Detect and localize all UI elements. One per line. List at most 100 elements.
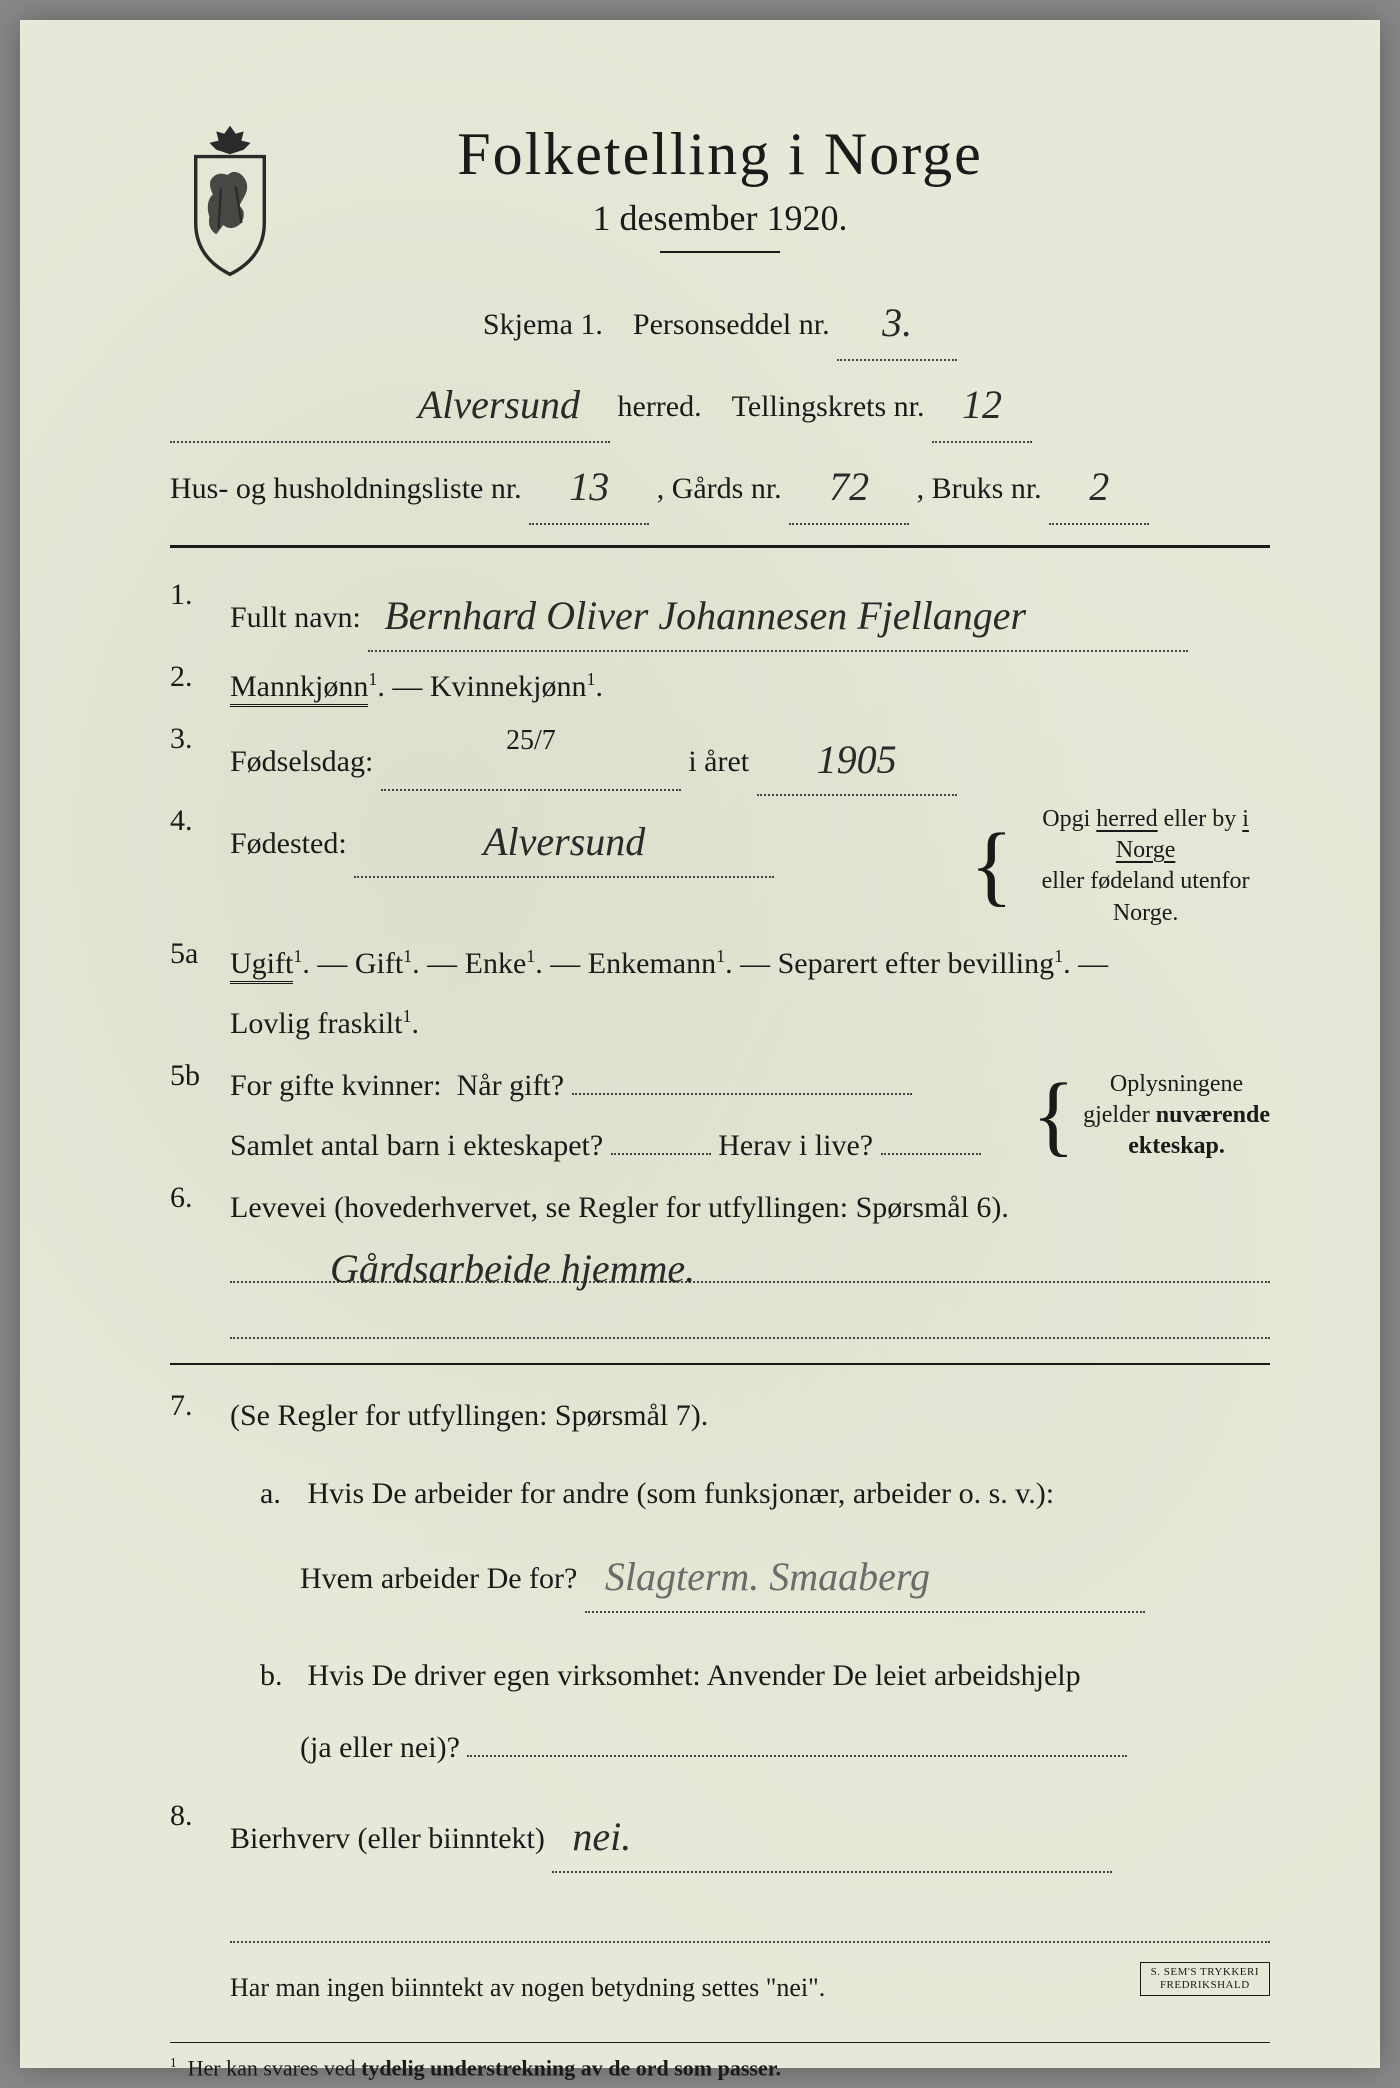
- q8-field: nei.: [552, 1799, 1112, 1873]
- gards-field: 72: [789, 447, 909, 525]
- gards-label: , Gårds nr.: [657, 472, 782, 505]
- q5b-q2-field: [611, 1153, 711, 1155]
- gards-nr: 72: [829, 449, 869, 525]
- hus-field: 13: [529, 447, 649, 525]
- q2-mann: Mannkjønn: [230, 670, 368, 707]
- bruks-field: 2: [1049, 447, 1149, 525]
- census-form-page: Folketelling i Norge 1 desember 1920. Sk…: [20, 20, 1380, 2068]
- q4-value: Alversund: [483, 806, 645, 878]
- q4-row: 4. Fødested: Alversund { Opgi herred ell…: [170, 804, 1270, 929]
- q1-value: Bernhard Oliver Johannesen Fjellanger: [384, 580, 1026, 652]
- q3-year-field: 1905: [757, 722, 957, 796]
- q4-note: { Opgi herred eller by i Norge eller fød…: [970, 804, 1270, 929]
- q5a-opt-4: Separert efter bevilling: [778, 947, 1055, 980]
- q8-field-2: [230, 1903, 1270, 1943]
- q5b-row: 5b For gifte kvinner: Når gift? Samlet a…: [170, 1059, 1270, 1173]
- tellingskrets-label: Tellingskrets nr.: [732, 390, 925, 423]
- herred-value: Alversund: [418, 367, 580, 443]
- q5b-num: 5b: [170, 1059, 230, 1173]
- q3-content: Fødselsdag: 25/7 i året 1905: [230, 722, 1270, 796]
- q5a-opt-2: Enke: [465, 947, 527, 980]
- q8-content: Bierhverv (eller biinntekt) nei.: [230, 1799, 1270, 1873]
- tellingskrets-field: 12: [932, 365, 1032, 443]
- q7-row: 7. (Se Regler for utfyllingen: Spørsmål …: [170, 1389, 1270, 1775]
- hus-line: Hus- og husholdningsliste nr. 13 , Gårds…: [170, 447, 1270, 525]
- q4-content: Fødested: Alversund { Opgi herred eller …: [230, 804, 1270, 929]
- subtitle-date: 1 desember 1920.: [170, 197, 1270, 239]
- q7b-letter: b.: [260, 1649, 300, 1703]
- q5a-opt-0: Ugift: [230, 947, 293, 984]
- form-header: Folketelling i Norge 1 desember 1920.: [170, 120, 1270, 253]
- q5a-num: 5a: [170, 937, 230, 1051]
- q4-label: Fødested:: [230, 827, 347, 860]
- q3-day-field: 25/7: [381, 735, 681, 791]
- q2-sup1: 1: [368, 669, 377, 689]
- herred-label: herred.: [618, 390, 702, 423]
- q1-row: 1. Fullt navn: Bernhard Oliver Johannese…: [170, 578, 1270, 652]
- footnote-block: 1 Her kan svares ved tydelig understrekn…: [170, 2042, 1270, 2081]
- q1-num: 1.: [170, 578, 230, 652]
- q6-field: Gårdsarbeide hjemme.: [230, 1243, 1270, 1283]
- q8-value: nei.: [572, 1801, 631, 1873]
- q5a-content: Ugift1. — Gift1. — Enke1. — Enkemann1. —…: [230, 937, 1270, 1051]
- q5a-opt-3: Enkemann: [588, 947, 716, 980]
- tellingskrets-nr: 12: [962, 367, 1002, 443]
- q6-label: Levevei (hovederhvervet, se Regler for u…: [230, 1191, 1009, 1224]
- q2-sup2: 1: [586, 669, 595, 689]
- q5b-note: { Oplysningene gjelder nuværende ekteska…: [1032, 1059, 1270, 1173]
- footnote-marker: 1: [170, 2055, 177, 2070]
- q5b-q3-field: [881, 1153, 981, 1155]
- q5a-row: 5a Ugift1. — Gift1. — Enke1. — Enkemann1…: [170, 937, 1270, 1051]
- q1-content: Fullt navn: Bernhard Oliver Johannesen F…: [230, 578, 1270, 652]
- q3-year: 1905: [817, 724, 897, 796]
- q6-num: 6.: [170, 1181, 230, 1235]
- printer-mark: S. SEM'S TRYKKERI FREDRIKSHALD: [1140, 1962, 1270, 1996]
- q7-content: (Se Regler for utfyllingen: Spørsmål 7).…: [230, 1389, 1270, 1775]
- printer-l1: S. SEM'S TRYKKERI: [1151, 1966, 1259, 1979]
- brace-icon: {: [1032, 1089, 1075, 1143]
- printer-l2: FREDRIKSHALD: [1151, 1979, 1259, 1992]
- personseddel-nr-field: 3.: [837, 283, 957, 361]
- q5a-opt-5: Lovlig fraskilt: [230, 1007, 402, 1040]
- q5b-note-l1: Oplysningene: [1110, 1071, 1243, 1097]
- q7b-l2: (ja eller nei)?: [300, 1731, 460, 1764]
- tail-note: Har man ingen biinntekt av nogen betydni…: [230, 1963, 1270, 2012]
- q4-note-l2: eller fødeland utenfor Norge.: [1042, 868, 1250, 925]
- q7a-value: Slagterm. Smaaberg: [605, 1541, 930, 1613]
- q6-value: Gårdsarbeide hjemme.: [330, 1245, 695, 1292]
- q5b-q1: Når gift?: [457, 1069, 564, 1102]
- footnote-rule: [170, 2042, 1270, 2043]
- q1-label: Fullt navn:: [230, 601, 361, 634]
- q5b-label: For gifte kvinner:: [230, 1069, 442, 1102]
- q5b-content: For gifte kvinner: Når gift? Samlet anta…: [230, 1059, 1270, 1173]
- q1-field: Bernhard Oliver Johannesen Fjellanger: [368, 578, 1188, 652]
- q5b-note-l3: ekteskap.: [1128, 1133, 1225, 1159]
- mid-rule: [170, 1363, 1270, 1365]
- q5a-opt-1: Gift: [355, 947, 403, 980]
- coat-of-arms-icon: [170, 120, 290, 280]
- q5b-note-l2: gjelder nuværende: [1083, 1102, 1270, 1128]
- q4-note-l1: Opgi herred eller by i Norge: [1042, 806, 1249, 863]
- q3-day: 25/7: [506, 725, 556, 756]
- bruks-label: , Bruks nr.: [917, 472, 1042, 505]
- brace-icon: {: [970, 839, 1013, 893]
- q7b-l1: Hvis De driver egen virksomhet: Anvender…: [308, 1659, 1081, 1692]
- q7b-field: [467, 1755, 1127, 1757]
- q8-row: 8. Bierhverv (eller biinntekt) nei.: [170, 1799, 1270, 1873]
- main-rule: [170, 545, 1270, 548]
- herred-line: Alversund herred. Tellingskrets nr. 12: [170, 365, 1270, 443]
- footnote-text: Her kan svares ved tydelig understreknin…: [188, 2055, 781, 2080]
- q3-row: 3. Fødselsdag: 25/7 i året 1905: [170, 722, 1270, 796]
- q2-num: 2.: [170, 660, 230, 714]
- q5b-q2: Samlet antal barn i ekteskapet?: [230, 1129, 603, 1162]
- q2-row: 2. Mannkjønn1. — Kvinnekjønn1.: [170, 660, 1270, 714]
- q7-num: 7.: [170, 1389, 230, 1775]
- personseddel-nr: 3.: [882, 285, 912, 361]
- q7a-letter: a.: [260, 1467, 300, 1521]
- q7a-field: Slagterm. Smaaberg: [585, 1539, 1145, 1613]
- q6-field-2: [230, 1299, 1270, 1339]
- hus-nr: 13: [569, 449, 609, 525]
- q8-num: 8.: [170, 1799, 230, 1873]
- q7a-l1: Hvis De arbeider for andre (som funksjon…: [308, 1477, 1055, 1510]
- main-title: Folketelling i Norge: [170, 120, 1270, 189]
